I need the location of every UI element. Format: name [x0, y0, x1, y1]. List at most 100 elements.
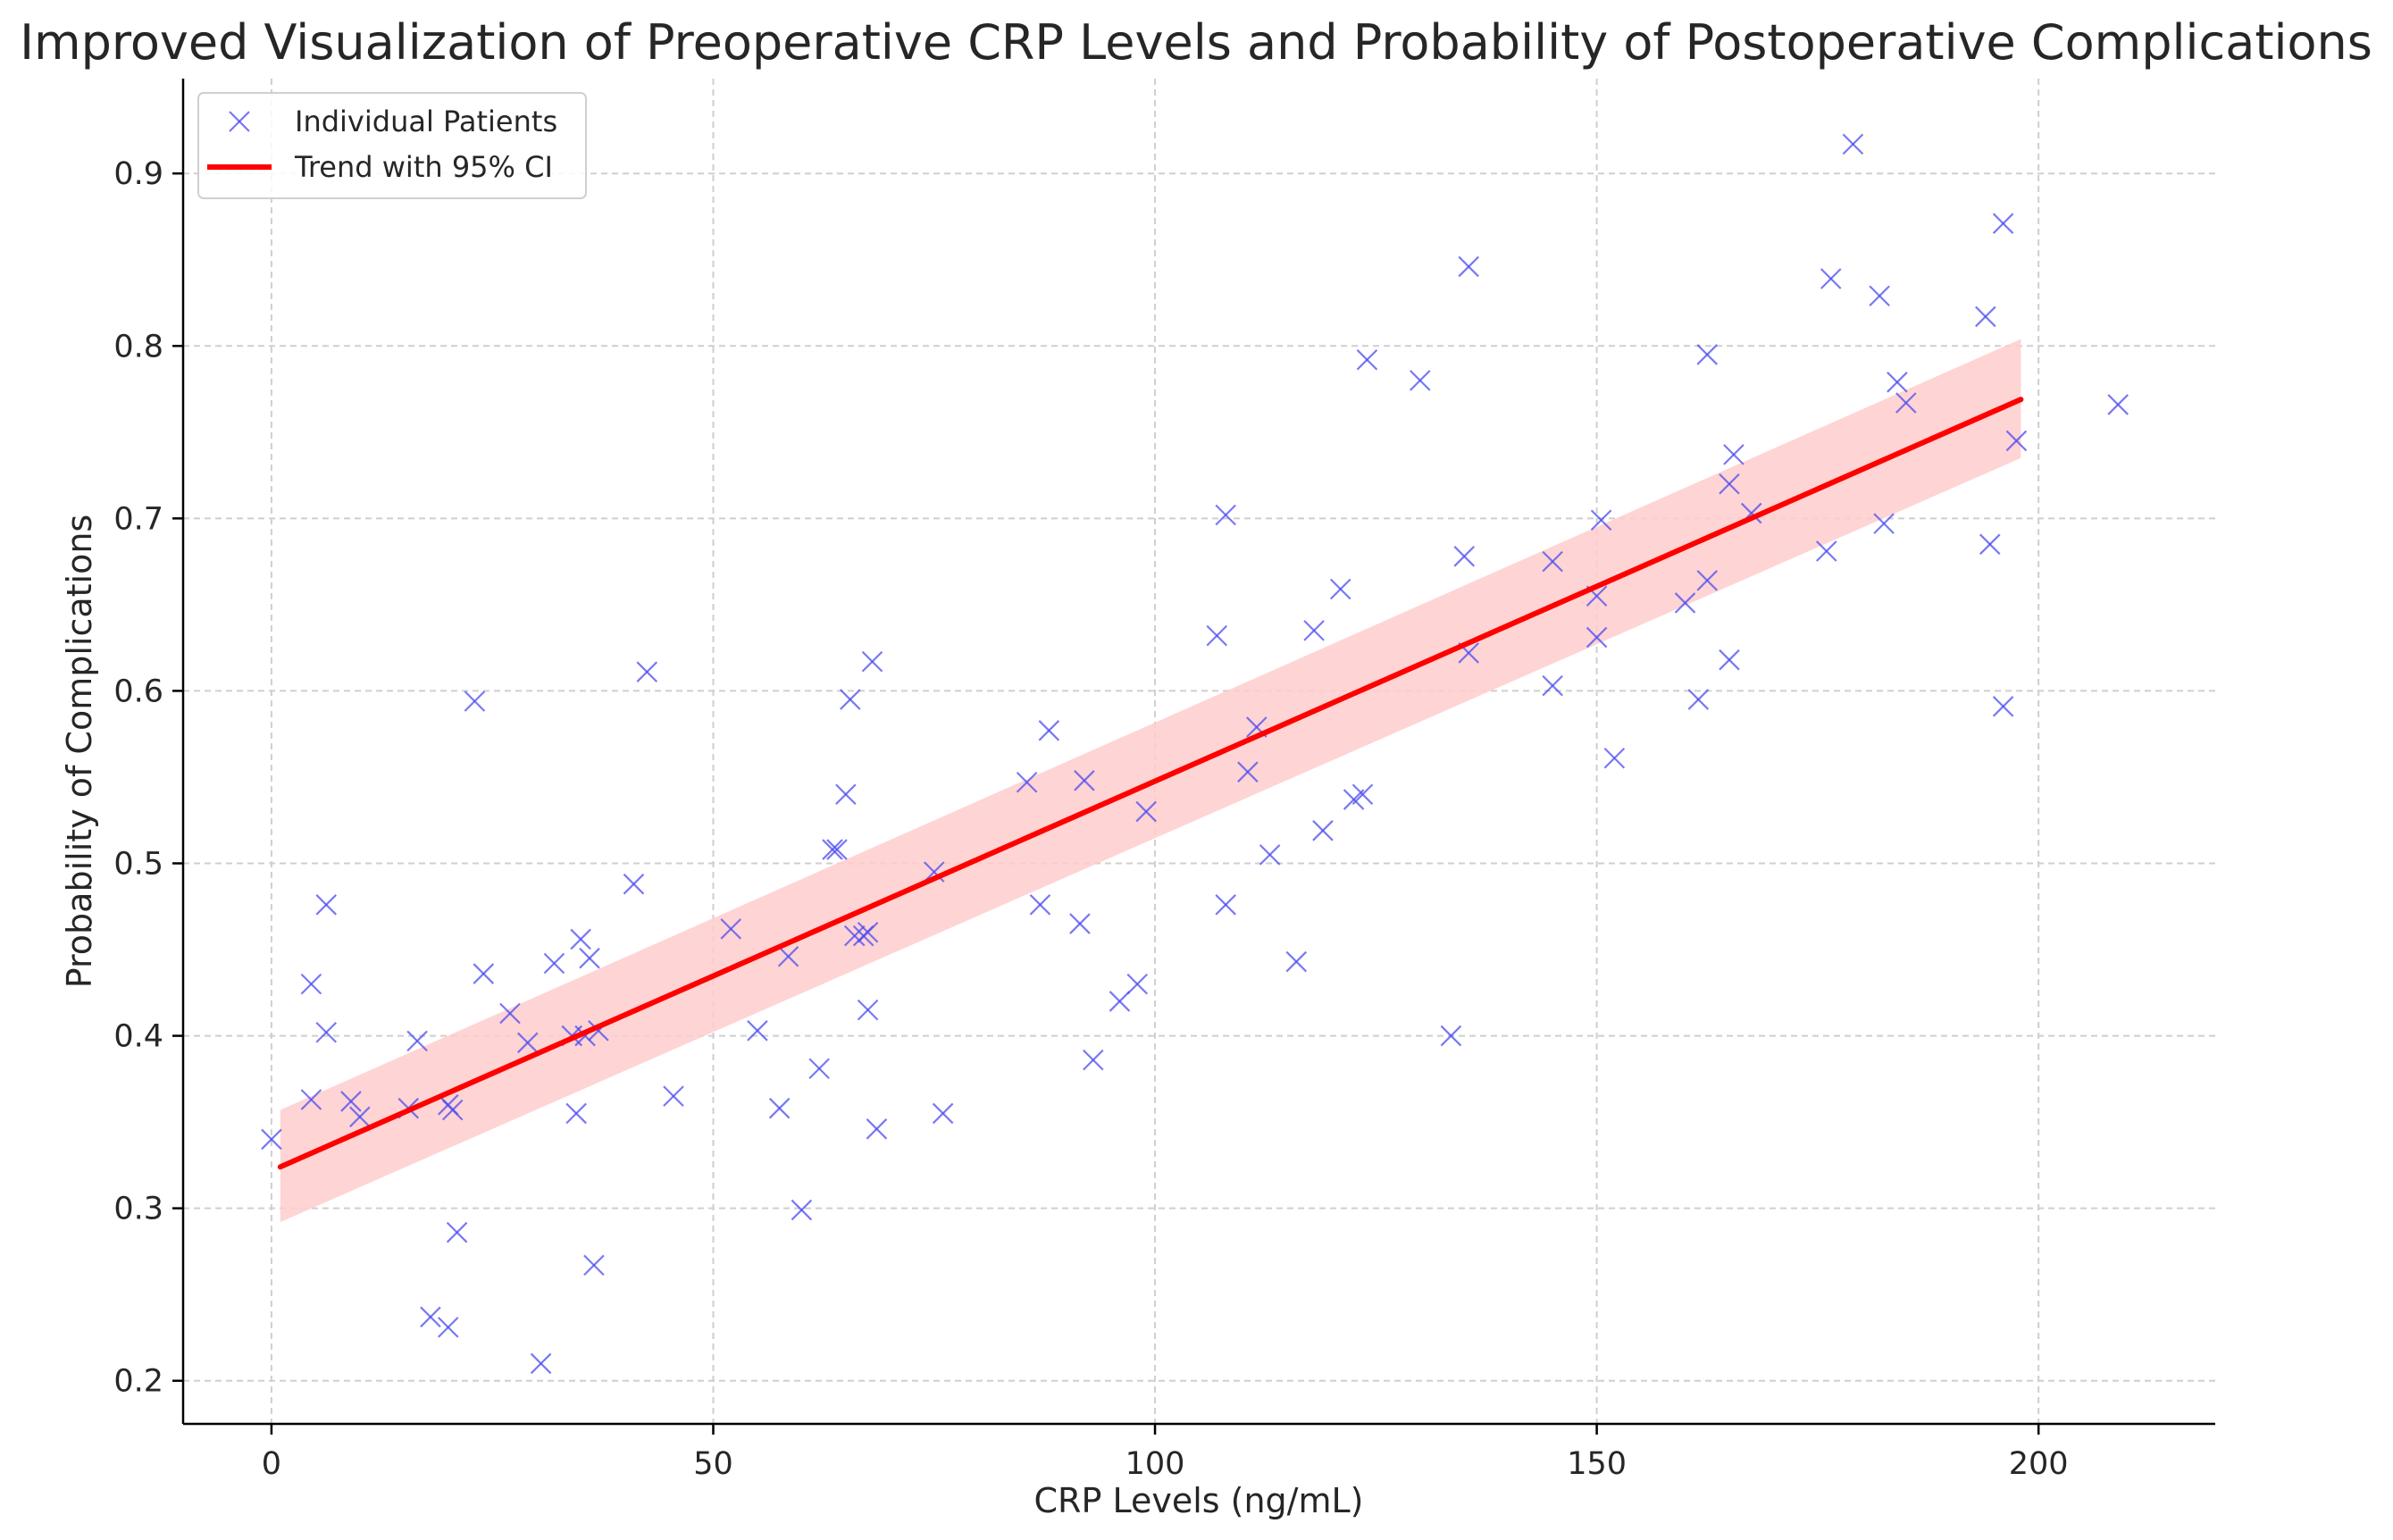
scatter-point: [1816, 540, 1837, 562]
trend-line: [277, 397, 2024, 1170]
scatter-point: [499, 1002, 521, 1025]
scatter-point: [1992, 213, 2014, 234]
scatter-point: [822, 839, 843, 860]
scatter-point: [565, 1102, 587, 1125]
scatter-point: [1842, 133, 1864, 155]
scatter-point: [866, 1118, 888, 1140]
scatter-point: [636, 661, 658, 682]
y-tick-label: 0.2: [113, 1364, 163, 1400]
scatter-point: [1135, 800, 1157, 823]
scatter-point: [1351, 783, 1374, 806]
scatter-point: [1979, 533, 2001, 556]
scatter-point: [579, 947, 600, 969]
scatter-point: [1038, 720, 1060, 741]
scatter-point: [437, 1317, 459, 1338]
scatter-point: [1237, 761, 1259, 783]
scatter-point: [543, 952, 565, 975]
scatter-point: [473, 963, 495, 984]
scatter-point: [1109, 991, 1131, 1012]
scatter-point: [835, 783, 857, 806]
scatter-point: [1992, 696, 2014, 717]
scatter-point: [747, 1020, 768, 1042]
y-axis-ticks: 0.2 0.3 0.4 0.5 0.6 0.7 0.8 0.9: [113, 156, 183, 1400]
scatter-point: [1285, 950, 1308, 973]
y-tick-label: 0.3: [113, 1192, 163, 1227]
scatter-point: [315, 894, 338, 916]
scatter-point: [446, 1221, 468, 1243]
scatter-point: [1687, 689, 1710, 710]
scatter-point: [1873, 513, 1895, 534]
scatter-point: [1329, 578, 1351, 600]
scatter-point: [1069, 913, 1091, 934]
scatter-point: [1869, 285, 1890, 307]
scatter-point: [300, 1089, 322, 1110]
scatter-point: [720, 918, 742, 940]
x-tick-label: 150: [1567, 1446, 1627, 1482]
scatter-point: [1215, 504, 1236, 526]
scatter-point: [1674, 592, 1696, 614]
scatter-point: [340, 1091, 362, 1112]
scatter-point: [1603, 747, 1626, 769]
scatter-point: [1696, 344, 1719, 365]
scatter-layer: [261, 133, 2129, 1375]
scatter-point: [315, 1021, 338, 1043]
scatter-point: [420, 1306, 441, 1328]
legend-marker-x-icon: [229, 111, 250, 132]
scatter-point: [1083, 1049, 1104, 1071]
trend-layer: [277, 397, 2024, 1170]
scatter-point: [1895, 392, 1917, 414]
scatter-point: [349, 1106, 371, 1128]
scatter-point: [1719, 473, 1740, 495]
scatter-point: [857, 999, 879, 1021]
y-tick-label: 0.8: [113, 329, 163, 364]
y-axis-label: Probability of Complications: [60, 515, 99, 988]
scatter-point: [791, 1199, 813, 1221]
scatter-point: [1303, 620, 1325, 641]
scatter-point: [583, 1254, 605, 1276]
x-tick-label: 200: [2009, 1446, 2069, 1482]
x-tick-label: 100: [1125, 1446, 1185, 1482]
scatter-point: [1016, 771, 1038, 793]
y-tick-label: 0.4: [113, 1019, 163, 1055]
scatter-point: [1312, 820, 1334, 841]
legend-label-patients: Individual Patients: [295, 105, 557, 138]
x-tick-label: 50: [693, 1446, 733, 1482]
scatter-point: [1887, 372, 1908, 393]
scatter-point: [857, 921, 879, 943]
scatter-point: [1975, 305, 1996, 328]
scatter-point: [464, 690, 486, 712]
scatter-point: [1458, 255, 1479, 278]
legend: Individual Patients Trend with 95% CI: [197, 92, 587, 199]
scatter-point: [1440, 1025, 1462, 1047]
scatter-point: [826, 839, 848, 860]
scatter-point: [406, 1030, 428, 1052]
legend-frame: [197, 92, 587, 199]
y-tick-label: 0.9: [113, 156, 163, 192]
scatter-point: [1820, 268, 1842, 289]
scatter-point: [261, 1128, 282, 1151]
y-tick-label: 0.5: [113, 847, 163, 883]
chart-title: Improved Visualization of Preoperative C…: [20, 14, 2372, 71]
scatter-point: [1029, 894, 1051, 916]
x-axis-ticks: 0 50 100 150 200: [262, 1424, 2069, 1482]
scatter-point: [2107, 394, 2129, 415]
scatter-point: [441, 1099, 464, 1121]
scatter-point: [1215, 894, 1236, 916]
scatter-point: [570, 928, 591, 950]
scatter-point: [1356, 348, 1378, 371]
scatter-point: [1126, 973, 1149, 995]
scatter-point: [516, 1032, 539, 1054]
scatter-point: [840, 689, 861, 710]
scatter-point: [2005, 430, 2028, 452]
scatter-point: [663, 1085, 684, 1107]
scatter-point: [861, 650, 883, 673]
scatter-point: [530, 1352, 552, 1375]
scatter-point: [932, 1102, 954, 1125]
y-tick-label: 0.7: [113, 501, 163, 537]
scatter-point: [623, 873, 645, 895]
scatter-point: [777, 945, 799, 967]
scatter-point: [1206, 624, 1228, 647]
scatter-point: [1074, 770, 1095, 791]
x-tick-label: 0: [262, 1446, 281, 1482]
